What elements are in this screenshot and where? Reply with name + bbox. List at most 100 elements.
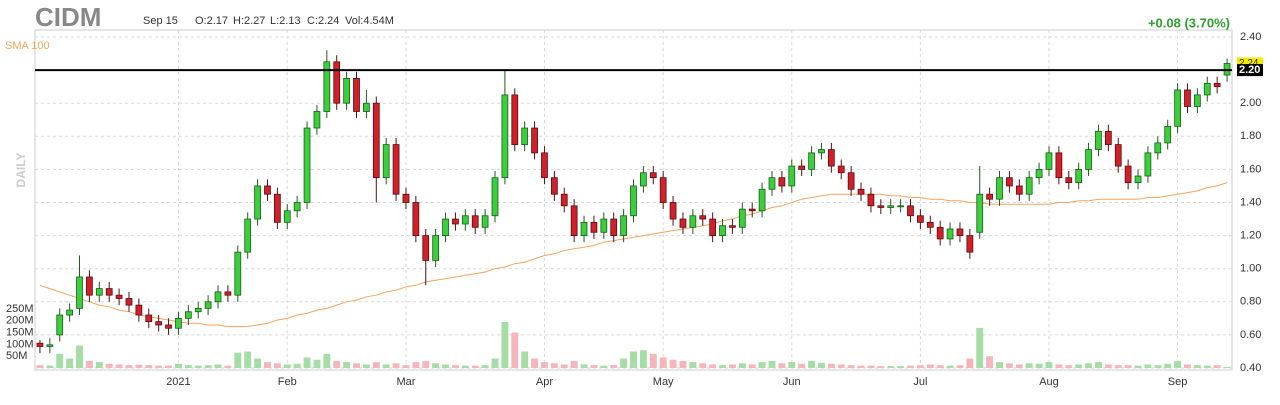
candle-body xyxy=(392,144,400,195)
candle-body xyxy=(1114,144,1122,167)
volume-bar xyxy=(1104,364,1112,368)
candle-body xyxy=(303,127,311,203)
candle-body xyxy=(808,152,815,170)
volume-bar xyxy=(283,364,291,368)
volume-tick-label: 150M xyxy=(6,327,34,339)
candle-body xyxy=(679,218,687,228)
candle-body xyxy=(323,61,331,112)
volume-bar xyxy=(1203,365,1211,368)
candle-body xyxy=(976,193,984,233)
candle-body xyxy=(1055,152,1063,179)
candle-body xyxy=(1045,152,1053,170)
candle-body xyxy=(194,308,202,313)
volume-bar xyxy=(709,364,717,368)
volume-bar xyxy=(1193,365,1201,368)
candle-body xyxy=(1065,177,1073,184)
candle-body xyxy=(778,177,786,187)
candle-body xyxy=(560,193,568,207)
sma-line xyxy=(39,182,1228,328)
volume-bar xyxy=(194,365,202,368)
candle-body xyxy=(283,210,291,223)
volume-bar xyxy=(897,366,905,368)
volume-bar xyxy=(570,360,578,368)
volume-bar xyxy=(1094,362,1102,368)
volume-tick-label: 250M xyxy=(6,303,34,315)
level-label: 2.20 xyxy=(1239,64,1260,76)
ticker: CIDM xyxy=(35,2,101,32)
volume-label: Vol:4.54M xyxy=(345,15,394,27)
volume-bar xyxy=(392,363,400,368)
volume-bar xyxy=(699,363,707,368)
candle-body xyxy=(105,288,113,296)
candle-body xyxy=(590,221,598,233)
candle-body xyxy=(1154,142,1162,154)
volume-bar xyxy=(887,366,895,368)
volume-bar xyxy=(679,360,687,368)
candle-body xyxy=(580,221,588,237)
volume-bar xyxy=(1045,362,1053,368)
volume-bar xyxy=(165,365,173,368)
candle-body xyxy=(1075,168,1083,184)
volume-bar xyxy=(66,358,74,368)
volume-bar xyxy=(293,363,301,368)
volume-bar xyxy=(224,365,232,368)
candle-body xyxy=(907,205,914,217)
candle-body xyxy=(788,165,796,187)
volume-bar xyxy=(610,365,618,368)
candle-body xyxy=(887,205,895,208)
candle-body xyxy=(36,342,44,347)
candle-body xyxy=(184,311,192,319)
volume-bar xyxy=(145,365,153,368)
volume-bar xyxy=(481,365,489,368)
x-tick-label: 2021 xyxy=(166,376,190,388)
volume-bar xyxy=(46,365,54,368)
volume-bar xyxy=(1065,365,1073,368)
x-tick-label: Aug xyxy=(1039,376,1059,388)
candle-body xyxy=(956,228,964,236)
y-tick-label: 1.00 xyxy=(1240,263,1261,275)
volume-bar xyxy=(36,365,44,368)
candle-body xyxy=(946,228,954,240)
volume-bar xyxy=(827,363,835,368)
volume-bar xyxy=(303,357,311,368)
candle-body xyxy=(541,152,548,179)
volume-bar xyxy=(867,365,875,368)
candle-body xyxy=(412,202,420,236)
candle-body xyxy=(600,218,608,233)
volume-bar xyxy=(639,350,647,368)
volume-bar xyxy=(986,356,994,368)
candle-body xyxy=(1213,82,1221,88)
candle-body xyxy=(372,102,380,179)
candle-body xyxy=(570,205,578,236)
volume-bar xyxy=(85,360,93,368)
candle-body xyxy=(818,149,825,154)
volume-bar xyxy=(234,352,242,368)
candle-body xyxy=(204,301,212,309)
volume-bar xyxy=(1005,363,1013,368)
volume-bar xyxy=(1015,364,1023,368)
plot-frame xyxy=(34,29,1233,371)
candle-body xyxy=(689,215,697,228)
candle-body xyxy=(76,276,83,309)
volume-bar xyxy=(1144,364,1152,368)
candle-body xyxy=(1104,130,1112,145)
candle-body xyxy=(857,188,865,195)
candle-body xyxy=(531,127,538,154)
volume-bar xyxy=(1154,365,1162,368)
candle-body xyxy=(481,215,489,228)
candle-body xyxy=(738,208,746,228)
volume-bar xyxy=(946,365,954,368)
candle-body xyxy=(917,215,924,223)
volume-bar xyxy=(1213,365,1221,368)
volume-bar xyxy=(728,364,736,368)
volume-bar xyxy=(916,365,924,368)
volume-bar xyxy=(273,363,281,368)
volume-bar xyxy=(451,365,459,368)
candle-body xyxy=(827,149,835,167)
volume-bar xyxy=(659,357,667,368)
volume-bar xyxy=(155,365,163,368)
candle-body xyxy=(46,344,54,347)
timeframe: DAILY xyxy=(14,153,28,188)
candle-body xyxy=(461,215,469,225)
volume-bar xyxy=(204,365,212,368)
